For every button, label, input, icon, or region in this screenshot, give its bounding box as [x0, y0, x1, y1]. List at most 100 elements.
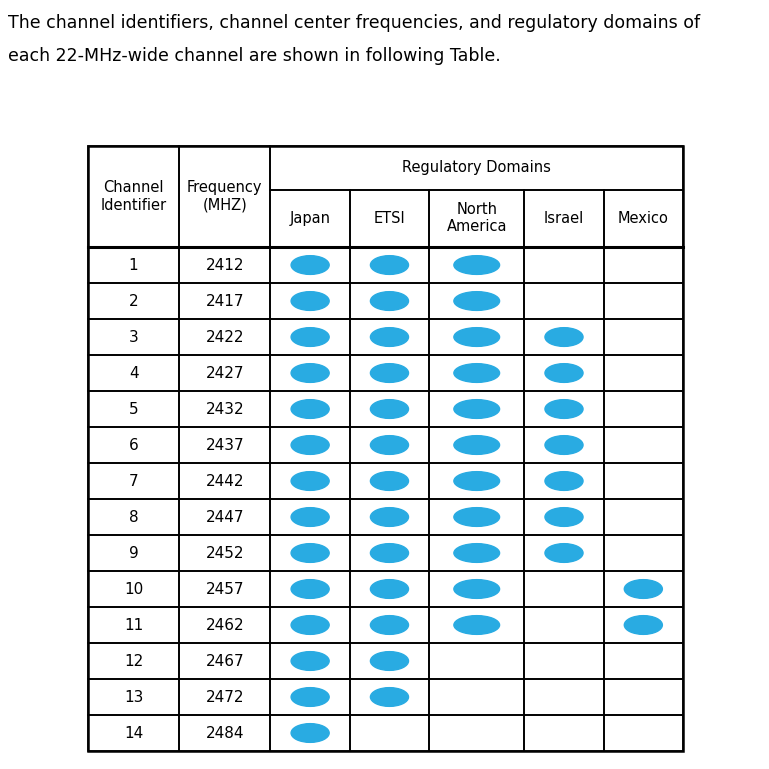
Ellipse shape	[291, 651, 329, 671]
Text: 2484: 2484	[205, 725, 244, 741]
Bar	[604, 499, 683, 535]
Bar	[271, 283, 350, 319]
Ellipse shape	[545, 471, 583, 491]
Bar	[524, 283, 604, 319]
Bar	[429, 679, 524, 715]
Text: 13: 13	[124, 690, 143, 704]
Ellipse shape	[454, 471, 500, 491]
Bar	[271, 607, 350, 643]
Bar	[429, 391, 524, 427]
Text: Frequency
(MHZ): Frequency (MHZ)	[187, 180, 262, 213]
Text: Mexico: Mexico	[618, 211, 669, 226]
Ellipse shape	[624, 580, 662, 598]
Text: Regulatory Domains: Regulatory Domains	[402, 160, 551, 175]
Text: 2462: 2462	[205, 618, 245, 633]
Text: 14: 14	[124, 725, 143, 741]
Text: 8: 8	[128, 510, 138, 524]
Text: 2457: 2457	[205, 581, 244, 597]
Bar	[350, 607, 429, 643]
Bar	[350, 319, 429, 355]
Ellipse shape	[291, 544, 329, 562]
Bar	[604, 355, 683, 391]
Ellipse shape	[291, 291, 329, 311]
Bar	[179, 283, 271, 319]
Bar	[179, 607, 271, 643]
Bar	[429, 607, 524, 643]
Bar	[271, 190, 350, 247]
Bar	[271, 463, 350, 499]
Text: North
America: North America	[447, 202, 507, 235]
Ellipse shape	[371, 508, 408, 526]
Text: 2452: 2452	[205, 545, 244, 561]
Text: Japan: Japan	[290, 211, 331, 226]
Ellipse shape	[291, 508, 329, 526]
Bar	[524, 391, 604, 427]
Ellipse shape	[545, 328, 583, 346]
Text: 12: 12	[124, 654, 143, 668]
Bar	[88, 463, 179, 499]
Ellipse shape	[545, 436, 583, 454]
Text: 3: 3	[128, 330, 138, 345]
Bar	[604, 427, 683, 463]
Bar	[604, 247, 683, 283]
Bar	[271, 535, 350, 571]
Ellipse shape	[291, 255, 329, 275]
Bar	[271, 247, 350, 283]
Text: 4: 4	[128, 365, 138, 381]
Ellipse shape	[545, 364, 583, 382]
Bar	[524, 355, 604, 391]
Bar	[350, 391, 429, 427]
Bar	[429, 535, 524, 571]
Bar	[271, 427, 350, 463]
Ellipse shape	[454, 291, 500, 311]
Bar	[88, 319, 179, 355]
Ellipse shape	[371, 400, 408, 418]
Text: 2412: 2412	[205, 258, 244, 272]
Text: 2447: 2447	[205, 510, 244, 524]
Bar	[88, 715, 179, 751]
Bar	[524, 535, 604, 571]
Bar	[271, 643, 350, 679]
Text: each 22-MHz-wide channel are shown in following Table.: each 22-MHz-wide channel are shown in fo…	[8, 47, 501, 65]
Ellipse shape	[624, 616, 662, 634]
Bar	[524, 643, 604, 679]
Ellipse shape	[291, 616, 329, 634]
Bar	[179, 391, 271, 427]
Bar	[88, 427, 179, 463]
Bar	[350, 499, 429, 535]
Text: 2472: 2472	[205, 690, 244, 704]
Bar	[350, 355, 429, 391]
Ellipse shape	[371, 328, 408, 346]
Bar	[88, 391, 179, 427]
Text: ETSI: ETSI	[374, 211, 405, 226]
Bar	[604, 391, 683, 427]
Bar	[88, 146, 683, 751]
Bar	[350, 463, 429, 499]
Bar	[179, 463, 271, 499]
Bar	[604, 463, 683, 499]
Bar	[604, 643, 683, 679]
Text: 2417: 2417	[205, 294, 244, 308]
Bar	[350, 571, 429, 607]
Ellipse shape	[371, 436, 408, 454]
Ellipse shape	[291, 364, 329, 382]
Bar	[350, 715, 429, 751]
Text: 11: 11	[124, 618, 143, 633]
Bar	[271, 715, 350, 751]
Text: 2442: 2442	[205, 474, 244, 488]
Text: 2437: 2437	[205, 438, 245, 452]
Bar	[524, 463, 604, 499]
Bar	[429, 355, 524, 391]
Ellipse shape	[545, 400, 583, 418]
Bar	[271, 499, 350, 535]
Ellipse shape	[545, 544, 583, 562]
Bar	[179, 499, 271, 535]
Ellipse shape	[454, 400, 500, 418]
Bar	[524, 319, 604, 355]
Text: Channel
Identifier: Channel Identifier	[101, 180, 167, 213]
Ellipse shape	[454, 508, 500, 526]
Bar	[524, 679, 604, 715]
Ellipse shape	[291, 580, 329, 598]
Bar	[88, 355, 179, 391]
Bar	[88, 283, 179, 319]
